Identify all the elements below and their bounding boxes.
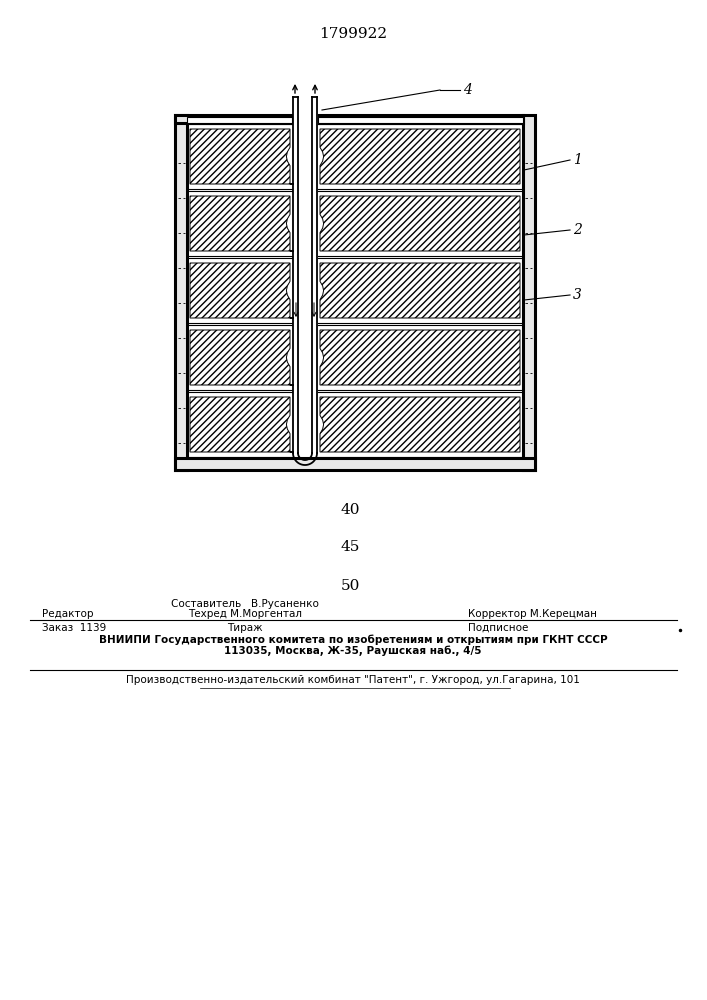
Polygon shape — [190, 263, 294, 318]
Text: 45: 45 — [340, 540, 360, 554]
Polygon shape — [320, 397, 520, 452]
Polygon shape — [318, 117, 523, 123]
Polygon shape — [320, 263, 520, 318]
Text: ВНИИПИ Государственного комитета по изобретениям и открытиям при ГКНТ СССР: ВНИИПИ Государственного комитета по изоб… — [99, 635, 607, 645]
Text: Тираж: Тираж — [227, 623, 263, 633]
Text: Производственно-издательский комбинат "Патент", г. Ужгород, ул.Гагарина, 101: Производственно-издательский комбинат "П… — [126, 675, 580, 685]
Text: Заказ  1139: Заказ 1139 — [42, 623, 106, 633]
Polygon shape — [319, 115, 523, 123]
Polygon shape — [175, 115, 291, 123]
Polygon shape — [175, 115, 187, 470]
Text: 3: 3 — [573, 288, 582, 302]
Text: 2: 2 — [573, 223, 582, 237]
Polygon shape — [190, 196, 294, 251]
Polygon shape — [523, 115, 535, 470]
Text: Подписное: Подписное — [468, 623, 528, 633]
Polygon shape — [320, 330, 520, 385]
Text: Редактор: Редактор — [42, 609, 93, 619]
Polygon shape — [320, 129, 520, 184]
Polygon shape — [320, 196, 520, 251]
Text: 40: 40 — [340, 503, 360, 517]
Text: 1: 1 — [573, 153, 582, 167]
Polygon shape — [190, 330, 294, 385]
Polygon shape — [175, 458, 535, 470]
Text: 4: 4 — [463, 83, 472, 97]
Polygon shape — [190, 129, 294, 184]
Text: 1799922: 1799922 — [319, 27, 387, 41]
Text: Техред М.Моргентал: Техред М.Моргентал — [188, 609, 302, 619]
Text: 113035, Москва, Ж-35, Раушская наб., 4/5: 113035, Москва, Ж-35, Раушская наб., 4/5 — [224, 646, 481, 656]
Text: Составитель   В.Русаненко: Составитель В.Русаненко — [171, 599, 319, 609]
Polygon shape — [187, 117, 292, 123]
Text: Корректор М.Керецман: Корректор М.Керецман — [468, 609, 597, 619]
Text: 50: 50 — [340, 579, 360, 593]
Polygon shape — [190, 397, 294, 452]
